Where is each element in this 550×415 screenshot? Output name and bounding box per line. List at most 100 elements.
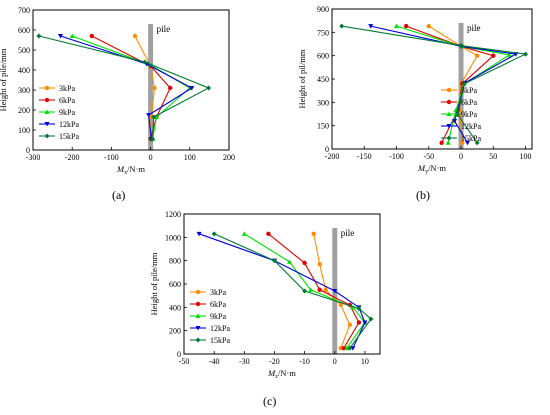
data-point-6kPa — [356, 320, 362, 325]
legend-label-9kPa: 9kPa — [210, 312, 226, 321]
data-point-6kPa — [168, 85, 173, 91]
data-point-9kPa — [69, 33, 75, 38]
data-point-12kPa — [350, 346, 356, 351]
data-point-9kPa — [287, 259, 293, 264]
legend-marker-12kPa — [44, 122, 50, 127]
data-point-3kPa — [347, 322, 353, 328]
legend-marker-15kPa — [44, 133, 50, 139]
data-point-15kPa — [142, 59, 148, 65]
legend-marker-6kPa — [195, 301, 201, 307]
data-point-15kPa — [461, 81, 467, 87]
data-point-3kPa — [474, 53, 480, 58]
legend-marker-9kPa — [195, 313, 201, 318]
plot-frame — [331, 8, 533, 150]
y-tick-label: 900 — [317, 5, 329, 14]
legend-marker-12kPa — [195, 326, 201, 331]
series-line-9kPa — [396, 25, 511, 143]
data-point-3kPa — [338, 302, 343, 308]
legend-marker-9kPa — [44, 109, 50, 114]
y-tick-label: 0 — [325, 145, 329, 154]
y-tick-label: 600 — [169, 280, 181, 289]
data-point-3kPa — [311, 231, 316, 237]
data-point-6kPa — [266, 231, 271, 237]
y-axis-label: Height of pile/mm — [0, 48, 8, 111]
legend-marker-3kPa — [44, 85, 50, 91]
x-tick-label: 50 — [489, 152, 497, 161]
data-point-15kPa — [339, 23, 345, 29]
y-tick-label: 150 — [317, 122, 329, 131]
x-tick-label: -200 — [325, 152, 340, 161]
data-point-6kPa — [439, 140, 444, 145]
data-point-3kPa — [426, 23, 431, 29]
data-point-15kPa — [474, 140, 480, 146]
data-point-12kPa — [146, 113, 152, 118]
series-line-3kPa — [428, 25, 478, 143]
legend-label-3kPa: 3kPa — [461, 86, 477, 95]
y-tick-label: 0 — [177, 350, 181, 359]
legend-label-6kPa: 6kPa — [210, 300, 226, 309]
y-tick-label: 400 — [169, 303, 181, 312]
data-point-9kPa — [344, 345, 350, 351]
x-tick-label: -200 — [65, 153, 80, 162]
y-tick-label: 300 — [317, 98, 329, 107]
panel-label-b: (b) — [416, 188, 430, 202]
data-point-3kPa — [132, 33, 138, 39]
data-point-15kPa — [368, 316, 374, 322]
data-point-6kPa — [403, 23, 409, 29]
series-line-3kPa — [313, 233, 351, 349]
legend-label-12kPa: 12kPa — [210, 324, 230, 333]
y-tick-label: 600 — [317, 52, 329, 61]
x-tick-label: -30 — [239, 357, 250, 366]
x-tick-label: 10 — [361, 357, 369, 366]
x-tick-label: -50 — [179, 357, 190, 366]
legend-label-9kPa: 9kPa — [59, 108, 75, 117]
data-point-15kPa — [347, 345, 353, 351]
legend-marker-3kPa — [446, 87, 452, 93]
x-tick-label: 0 — [333, 357, 337, 366]
legend-label-12kPa: 12kPa — [461, 122, 481, 131]
data-point-15kPa — [302, 288, 308, 294]
y-tick-label: 0 — [26, 146, 30, 155]
x-tick-label: -50 — [423, 152, 434, 161]
x-axis-label: My/N·m — [417, 163, 446, 175]
data-point-9kPa — [506, 52, 512, 57]
data-point-3kPa — [323, 287, 328, 293]
data-point-12kPa — [368, 24, 374, 29]
y-axis-label: Height of pile/mm — [149, 252, 159, 315]
legend-label-15kPa: 15kPa — [461, 134, 481, 143]
chart-panel-b: pile -200 -150 -100 -50 0 50 100 0 150 300 450 600 75… — [297, 5, 533, 175]
data-point-15kPa — [271, 258, 277, 264]
data-point-6kPa — [317, 287, 322, 293]
data-point-15kPa — [151, 114, 157, 120]
data-point-3kPa — [460, 140, 465, 145]
data-point-12kPa — [189, 86, 195, 91]
x-tick-label: 100 — [520, 152, 532, 161]
x-tick-label: -150 — [357, 152, 372, 161]
y-tick-label: 1200 — [165, 210, 181, 219]
data-point-6kPa — [491, 53, 496, 58]
chart-panel-a: pile -300 -200 -100 0 100 200 0 100 200 300 400 500 6… — [0, 6, 235, 176]
x-axis-label: Mz/N·m — [267, 368, 296, 380]
data-point-15kPa — [150, 136, 156, 142]
data-point-9kPa — [445, 140, 451, 145]
legend-marker-6kPa — [446, 99, 452, 105]
legend-label-15kPa: 15kPa — [210, 336, 230, 345]
data-point-15kPa — [211, 231, 217, 237]
data-point-9kPa — [394, 23, 400, 29]
legend-label-3kPa: 3kPa — [210, 288, 226, 297]
y-tick-label: 200 — [18, 106, 30, 115]
pile-label: pile — [157, 24, 171, 34]
data-point-3kPa — [317, 261, 322, 267]
series-line-9kPa — [244, 233, 366, 349]
legend-marker-3kPa — [195, 289, 201, 295]
legend-label-12kPa: 12kPa — [59, 120, 79, 129]
legend-label-6kPa: 6kPa — [59, 96, 75, 105]
pile-label: pile — [341, 228, 355, 238]
data-point-12kPa — [362, 320, 368, 325]
data-point-12kPa — [196, 231, 202, 237]
x-tick-label: -100 — [389, 152, 404, 161]
y-tick-label: 450 — [317, 75, 329, 84]
data-point-15kPa — [458, 43, 464, 49]
data-point-6kPa — [89, 33, 95, 39]
